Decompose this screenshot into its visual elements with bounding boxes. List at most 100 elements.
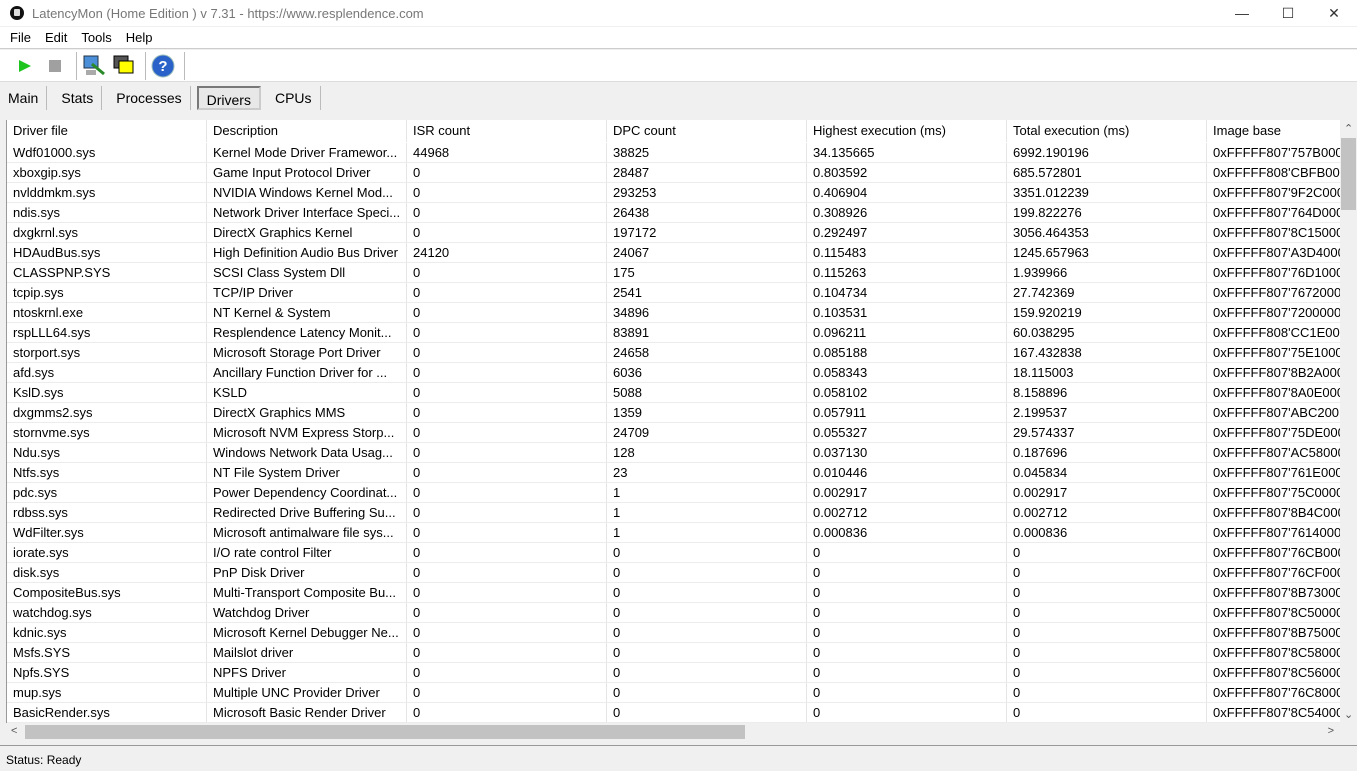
cell-dpc-count: 24658 [607,343,807,362]
tab-stats[interactable]: Stats [53,86,103,110]
table-row[interactable]: pdc.sys Power Dependency Coordinat... 0 1 0.… [7,483,1340,503]
menu-tools[interactable]: Tools [81,30,112,45]
cell-highest-execution: 0 [807,623,1007,642]
table-row[interactable]: rdbss.sys Redirected Drive Buffering Su..… [7,503,1340,523]
column-header-image-base[interactable]: Image base [1207,120,1340,142]
horizontal-scroll-thumb[interactable] [25,725,745,739]
close-button[interactable]: ✕ [1328,4,1340,21]
table-row[interactable]: dxgmms2.sys DirectX Graphics MMS 0 1359 0.05… [7,403,1340,423]
driver-tool-button[interactable] [81,53,107,79]
table-row[interactable]: Wdf01000.sys Kernel Mode Driver Framewor.… [7,143,1340,163]
tab-cpus[interactable]: CPUs [267,86,321,110]
table-row[interactable]: xboxgip.sys Game Input Protocol Driver 0 28… [7,163,1340,183]
column-header-isr-count[interactable]: ISR count [407,120,607,142]
cell-isr-count: 0 [407,523,607,542]
table-row[interactable]: CompositeBus.sys Multi-Transport Composit… [7,583,1340,603]
scroll-down-icon[interactable]: ⌄ [1344,709,1354,721]
cell-total-execution: 0.045834 [1007,463,1207,482]
table-row[interactable]: Ndu.sys Windows Network Data Usag... 0 128 0… [7,443,1340,463]
cell-dpc-count: 293253 [607,183,807,202]
cell-dpc-count: 1 [607,483,807,502]
cell-dpc-count: 0 [607,683,807,702]
cell-dpc-count: 6036 [607,363,807,382]
start-button[interactable] [12,53,38,79]
cell-isr-count: 0 [407,283,607,302]
cell-image-base: 0xFFFFF808'CBFB00 [1207,163,1340,182]
table-row[interactable]: iorate.sys I/O rate control Filter 0 0 0 0 0xF… [7,543,1340,563]
table-row[interactable]: tcpip.sys TCP/IP Driver 0 2541 0.104734 27.74… [7,283,1340,303]
table-row[interactable]: storport.sys Microsoft Storage Port Drive… [7,343,1340,363]
scroll-right-icon[interactable]: > [1327,725,1334,737]
column-header-driver-file[interactable]: Driver file [7,120,207,142]
table-row[interactable]: BasicRender.sys Microsoft Basic Render Dr… [7,703,1340,723]
maximize-button[interactable]: ☐ [1281,4,1295,21]
table-row[interactable]: WdFilter.sys Microsoft antimalware file s… [7,523,1340,543]
window-title: LatencyMon (Home Edition ) v 7.31 - http… [32,5,424,21]
scroll-up-icon[interactable]: ⌃ [1344,123,1354,135]
cell-highest-execution: 0.085188 [807,343,1007,362]
toolbar: ? [0,50,1357,82]
table-row[interactable]: kdnic.sys Microsoft Kernel Debugger Ne...… [7,623,1340,643]
table-row[interactable]: nvlddmkm.sys NVIDIA Windows Kernel Mod...… [7,183,1340,203]
table-row[interactable]: rspLLL64.sys Resplendence Latency Monit..… [7,323,1340,343]
help-button[interactable]: ? [150,53,176,79]
cell-description: NVIDIA Windows Kernel Mod... [207,183,407,202]
cell-total-execution: 159.920219 [1007,303,1207,322]
cell-driver-file: Ntfs.sys [7,463,207,482]
cell-highest-execution: 0.057911 [807,403,1007,422]
column-header-total-execution[interactable]: Total execution (ms) [1007,120,1207,142]
column-header-description[interactable]: Description [207,120,407,142]
cell-dpc-count: 24709 [607,423,807,442]
tab-processes[interactable]: Processes [108,86,191,110]
scroll-left-icon[interactable]: < [11,725,18,737]
drivers-table: Driver file Description ISR count DPC count… [6,120,1340,723]
table-row[interactable]: mup.sys Multiple UNC Provider Driver 0 0 0 0 0… [7,683,1340,703]
table-row[interactable]: ntoskrnl.exe NT Kernel & System 0 34896 0.10… [7,303,1340,323]
cell-driver-file: dxgmms2.sys [7,403,207,422]
table-row[interactable]: Npfs.SYS NPFS Driver 0 0 0 0 0xFFFFF807'8C5600… [7,663,1340,683]
cell-dpc-count: 0 [607,643,807,662]
cell-driver-file: Npfs.SYS [7,663,207,682]
minimize-button[interactable]: — [1235,5,1249,21]
table-row[interactable]: Ntfs.sys NT File System Driver 0 23 0.010446… [7,463,1340,483]
window-button[interactable] [111,53,137,79]
table-row[interactable]: ndis.sys Network Driver Interface Speci..… [7,203,1340,223]
cell-total-execution: 60.038295 [1007,323,1207,342]
table-row[interactable]: afd.sys Ancillary Function Driver for ...… [7,363,1340,383]
table-row[interactable]: HDAudBus.sys High Definition Audio Bus Dr… [7,243,1340,263]
cell-dpc-count: 2541 [607,283,807,302]
table-row[interactable]: CLASSPNP.SYS SCSI Class System Dll 0 175 0.1… [7,263,1340,283]
toolbar-separator [184,51,185,80]
tab-drivers[interactable]: Drivers [196,86,261,110]
cell-isr-count: 0 [407,423,607,442]
stop-button[interactable] [42,53,68,79]
menu-file[interactable]: File [10,30,31,45]
cell-image-base: 0xFFFFF807'76CF000 [1207,563,1340,582]
cell-image-base: 0xFFFFF808'CC1E00 [1207,323,1340,342]
vertical-scroll-thumb[interactable] [1341,138,1356,210]
table-row[interactable]: stornvme.sys Microsoft NVM Express Storp.… [7,423,1340,443]
cell-total-execution: 0 [1007,703,1207,722]
cell-driver-file: Ndu.sys [7,443,207,462]
table-row[interactable]: watchdog.sys Watchdog Driver 0 0 0 0 0xFFFFF80… [7,603,1340,623]
cell-image-base: 0xFFFFF807'75E1000 [1207,343,1340,362]
cell-description: NT Kernel & System [207,303,407,322]
cell-driver-file: xboxgip.sys [7,163,207,182]
cell-total-execution: 0 [1007,663,1207,682]
column-header-highest-execution[interactable]: Highest execution (ms) [807,120,1007,142]
table-row[interactable]: disk.sys PnP Disk Driver 0 0 0 0 0xFFFFF807'76… [7,563,1340,583]
tab-main[interactable]: Main [0,86,48,110]
column-header-dpc-count[interactable]: DPC count [607,120,807,142]
play-icon [19,59,31,72]
horizontal-scrollbar[interactable]: < > [6,723,1340,741]
menu-edit[interactable]: Edit [44,30,68,45]
vertical-scrollbar[interactable]: ⌃ ⌄ [1340,120,1357,723]
cell-total-execution: 1.939966 [1007,263,1207,282]
cell-driver-file: dxgkrnl.sys [7,223,207,242]
table-row[interactable]: KslD.sys KSLD 0 5088 0.058102 8.158896 0xFFFFF… [7,383,1340,403]
cell-description: NPFS Driver [207,663,407,682]
table-row[interactable]: Msfs.SYS Mailslot driver 0 0 0 0 0xFFFFF807'8C… [7,643,1340,663]
menu-help[interactable]: Help [125,30,153,45]
cell-highest-execution: 0.308926 [807,203,1007,222]
table-row[interactable]: dxgkrnl.sys DirectX Graphics Kernel 0 19717… [7,223,1340,243]
